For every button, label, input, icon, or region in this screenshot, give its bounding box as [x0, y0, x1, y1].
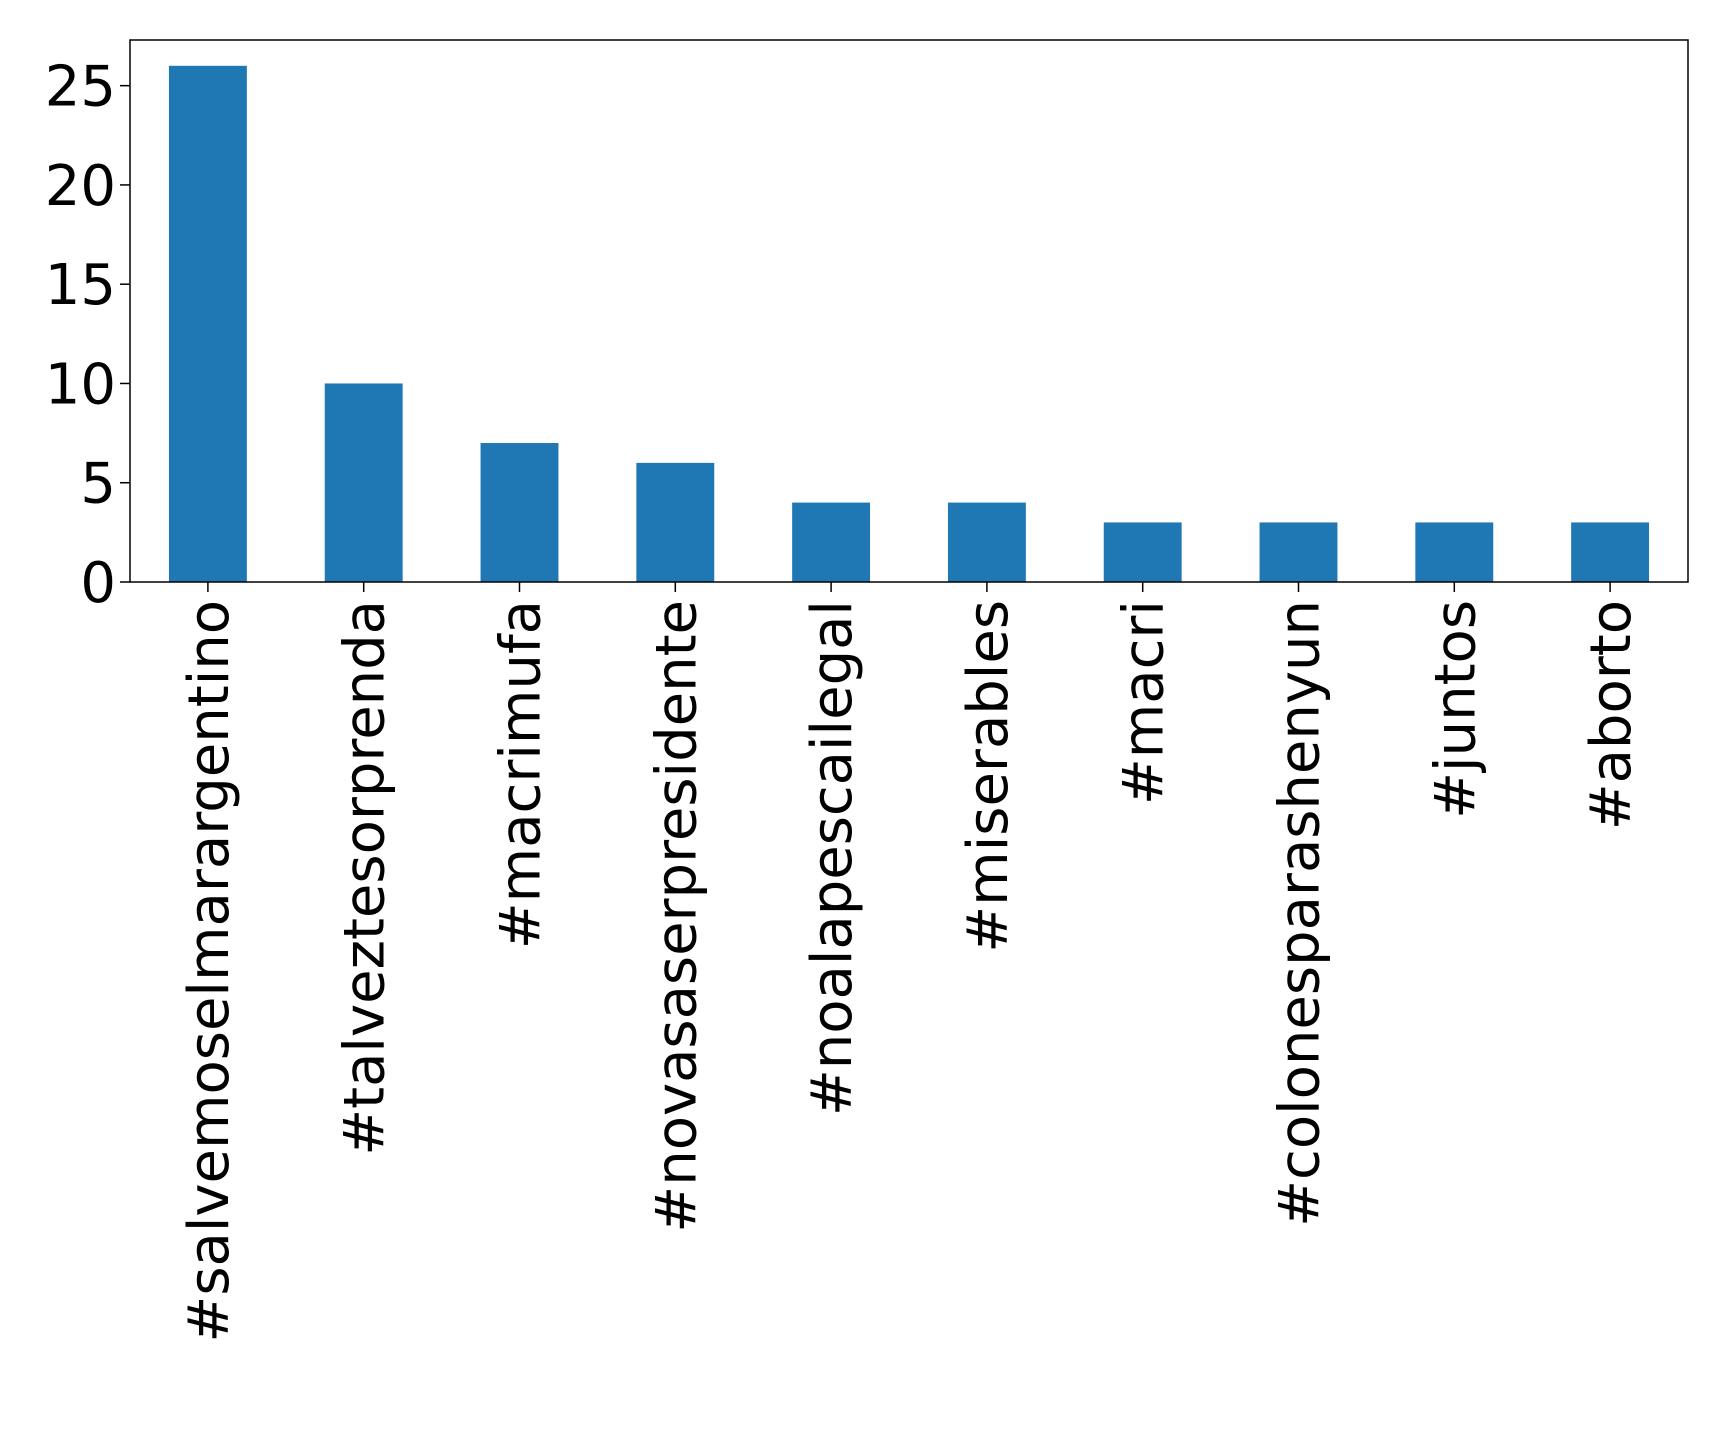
- y-tick-label: 5: [80, 452, 116, 517]
- y-tick-label: 0: [80, 551, 116, 616]
- tick-labels: #salvemoselmarargentino #talveztesorprend…: [45, 55, 1644, 1343]
- x-tick-label: #aborto: [1579, 600, 1644, 830]
- bar-juntos: [1415, 522, 1494, 582]
- y-tick-label: 20: [45, 154, 116, 219]
- bar-noalapescailegal: [792, 502, 871, 582]
- x-tick-label: #macrimufa: [489, 600, 554, 949]
- x-tick-label: #novasaserpresidente: [644, 600, 709, 1233]
- x-tick-label: #salvemoselmarargentino: [177, 600, 242, 1343]
- bar-talveztesorprenda: [324, 383, 403, 582]
- y-tick-label: 25: [45, 55, 116, 120]
- bars: [168, 65, 1650, 583]
- x-tick-label: #noalapescailegal: [800, 600, 865, 1116]
- y-tick-label: 10: [45, 352, 116, 417]
- bar-macri: [1103, 522, 1182, 582]
- bar-colonesparashenyun: [1259, 522, 1338, 582]
- axis-ticks: [120, 84, 1611, 592]
- x-tick-label: #macri: [1112, 600, 1177, 805]
- bar-miserables: [947, 502, 1026, 582]
- x-tick-label: #juntos: [1423, 600, 1488, 819]
- y-tick-label: 15: [45, 253, 116, 318]
- bar-macrimufa: [480, 443, 559, 582]
- plot-frame: [129, 39, 1689, 583]
- x-tick-label: #miserables: [956, 600, 1021, 953]
- bar-novasaserpresidente: [636, 462, 715, 582]
- bar-aborto: [1571, 522, 1650, 582]
- x-tick-label: #colonesparashenyun: [1268, 600, 1333, 1227]
- x-tick-label: #talveztesorprenda: [333, 600, 398, 1156]
- bar-salvemoselmarargentino: [168, 65, 247, 583]
